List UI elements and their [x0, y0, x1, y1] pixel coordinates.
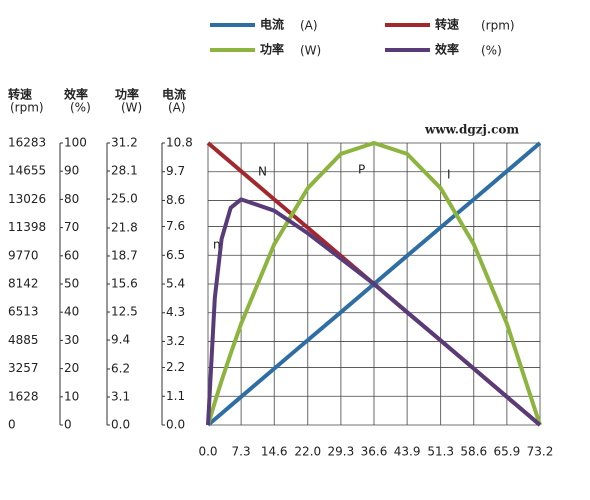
y-tick-label: 9.7 — [166, 164, 185, 178]
y-tick-label: 20 — [64, 361, 79, 375]
y-tick-label: 10.8 — [166, 136, 193, 150]
y-tick-label: 90 — [64, 164, 79, 178]
legend-unit: (W) — [300, 44, 321, 58]
y-tick-label: 6.2 — [111, 361, 130, 375]
series-line — [206, 197, 542, 427]
y-tick-label: 60 — [64, 248, 79, 262]
x-tick-label: 65.9 — [494, 445, 521, 459]
y-tick-label: 8.6 — [166, 193, 185, 207]
x-tick-label: 7.3 — [232, 445, 251, 459]
axis-unit: (A) — [168, 101, 186, 115]
y-tick-label: 16283 — [8, 136, 46, 150]
legend-label: 转速 — [435, 17, 459, 32]
y-tick-label: 0 — [64, 418, 72, 432]
annotation: I — [447, 168, 451, 182]
y-tick-label: 25.0 — [111, 192, 138, 206]
axis-unit: (%) — [70, 101, 91, 115]
y-tick-label: 70 — [64, 220, 79, 234]
axis-title: 效率 — [64, 87, 88, 102]
y-tick-label: 1628 — [8, 389, 39, 403]
series-line — [206, 141, 542, 427]
axis-title: 电流 — [162, 87, 186, 102]
y-tick-label: 80 — [64, 192, 79, 206]
legend-label: 效率 — [435, 42, 459, 57]
y-tick-label: 11398 — [8, 220, 46, 234]
y-tick-label: 5.4 — [166, 277, 185, 291]
y-tick-label: 9770 — [8, 248, 39, 262]
legend-label: 功率 — [260, 42, 284, 57]
x-tick-label: 43.9 — [394, 445, 421, 459]
y-tick-label: 40 — [64, 305, 79, 319]
x-tick-label: 22.0 — [294, 445, 321, 459]
series-line — [206, 141, 542, 426]
y-tick-label: 0.0 — [166, 418, 185, 432]
y-tick-label: 4.3 — [166, 305, 185, 319]
axis-unit: (W) — [121, 101, 142, 115]
y-tick-label: 1.1 — [166, 389, 185, 403]
y-tick-label: 18.7 — [111, 248, 138, 262]
annotation: www.dgzj.com — [424, 123, 519, 137]
y-tick-label: 28.1 — [111, 164, 138, 178]
y-tick-label: 31.2 — [111, 136, 138, 150]
y-tick-label: 3257 — [8, 361, 39, 375]
axis-title: 功率 — [115, 87, 139, 102]
y-tick-label: 15.6 — [111, 277, 138, 291]
y-tick-label: 100 — [64, 136, 87, 150]
y-tick-label: 21.8 — [111, 220, 138, 234]
legend-label: 电流 — [260, 17, 284, 32]
y-tick-label: 0.0 — [111, 418, 130, 432]
y-tick-label: 2.2 — [166, 360, 185, 374]
y-tick-label: 30 — [64, 333, 79, 347]
annotation: N — [258, 165, 267, 179]
annotation: P — [358, 163, 365, 177]
y-tick-label: 13026 — [8, 192, 46, 206]
y-tick-label: 6513 — [8, 305, 39, 319]
legend-unit: (rpm) — [481, 19, 515, 33]
annotation: n — [213, 238, 221, 252]
y-tick-label: 9.4 — [111, 333, 130, 347]
x-tick-label: 73.2 — [527, 445, 554, 459]
y-tick-label: 3.2 — [166, 334, 185, 348]
axis-unit: (rpm) — [10, 101, 44, 115]
x-tick-label: 51.3 — [427, 445, 454, 459]
x-tick-label: 58.6 — [460, 445, 487, 459]
axis-title: 转速 — [8, 87, 32, 102]
y-tick-label: 0 — [8, 418, 16, 432]
y-tick-label: 14655 — [8, 164, 46, 178]
y-tick-label: 3.1 — [111, 389, 130, 403]
y-tick-label: 7.6 — [166, 219, 185, 233]
y-tick-label: 4885 — [8, 333, 39, 347]
x-tick-label: 29.3 — [328, 445, 355, 459]
legend-unit: (A) — [300, 19, 318, 33]
y-tick-label: 8142 — [8, 276, 39, 290]
y-tick-label: 10 — [64, 389, 79, 403]
x-tick-label: 14.6 — [261, 445, 288, 459]
y-tick-label: 50 — [64, 277, 79, 291]
legend-unit: (%) — [481, 44, 502, 58]
y-tick-label: 6.5 — [166, 248, 185, 262]
y-tick-label: 12.5 — [111, 305, 138, 319]
x-tick-label: 0.0 — [198, 445, 217, 459]
x-tick-label: 36.6 — [361, 445, 388, 459]
